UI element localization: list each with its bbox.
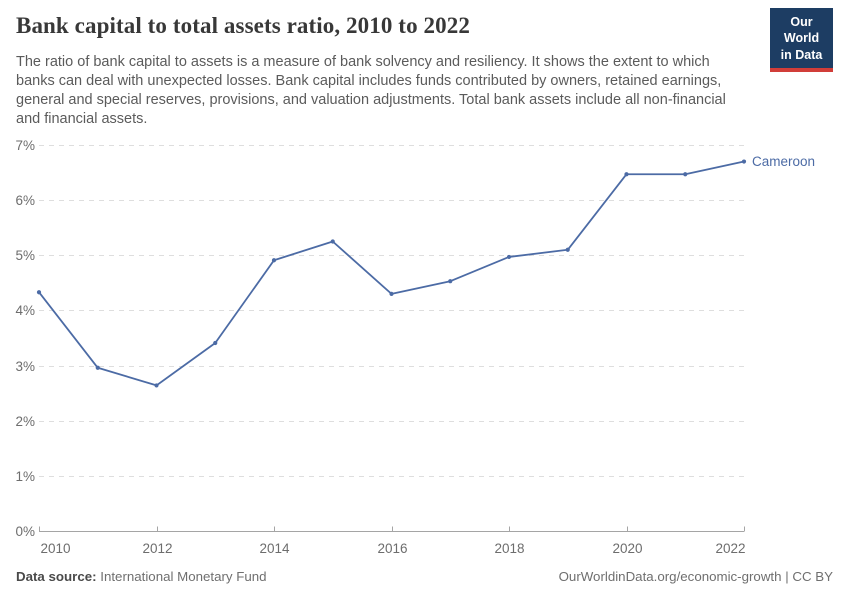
logo-text-line2: in Data [780,47,823,62]
y-tick-label: 3% [15,359,35,374]
data-point[interactable] [624,172,629,177]
data-point[interactable] [213,340,218,346]
x-tick-label: 2022 [715,541,745,556]
owid-logo-box: Our World in Data [770,8,833,68]
x-tick-label: 2010 [41,541,71,556]
y-tick-label: 6% [15,193,35,208]
data-source-label: Data source: [16,569,97,584]
data-point[interactable] [95,365,100,370]
data-point[interactable] [683,172,688,177]
chart-footer: Data source: International Monetary Fund… [16,569,833,584]
x-tick-label: 2012 [142,541,172,556]
line-chart[interactable]: 0% 1% 2% 3% 4% 5% 6% 7% 2010 2012 2014 2016 2018 2020… [0,138,850,562]
data-point[interactable] [506,254,512,260]
y-tick-label: 4% [15,303,35,318]
data-source-value: International Monetary Fund [100,569,267,584]
owid-logo[interactable]: Our World in Data [770,8,833,72]
data-point[interactable] [741,159,747,164]
logo-text-line1: Our World [783,15,820,46]
x-tick-label: 2020 [612,541,642,556]
data-point[interactable] [448,279,453,284]
x-tick-label: 2014 [259,541,290,556]
chart-subtitle: The ratio of bank capital to assets is a… [16,54,726,127]
credit-link[interactable]: OurWorldinData.org/economic-growth | CC … [558,569,833,584]
x-tick-label: 2018 [494,541,524,556]
data-point[interactable] [565,247,570,252]
x-tick-label: 2016 [377,541,407,556]
chart-title: Bank capital to total assets ratio, 2010… [16,13,470,38]
data-point[interactable] [154,383,159,388]
series-label: Cameroon [752,154,815,169]
data-point[interactable] [330,239,335,244]
y-tick-label: 0% [15,524,35,539]
y-tick-label: 7% [15,138,35,153]
data-line[interactable] [38,160,745,387]
y-tick-label: 2% [15,414,35,429]
data-point[interactable] [389,291,394,296]
y-tick-label: 5% [15,248,35,263]
data-point[interactable] [271,258,277,263]
data-source: Data source: International Monetary Fund [16,569,267,584]
data-point[interactable] [36,290,42,295]
logo-red-stripe [770,67,833,72]
y-tick-label: 1% [15,469,35,484]
